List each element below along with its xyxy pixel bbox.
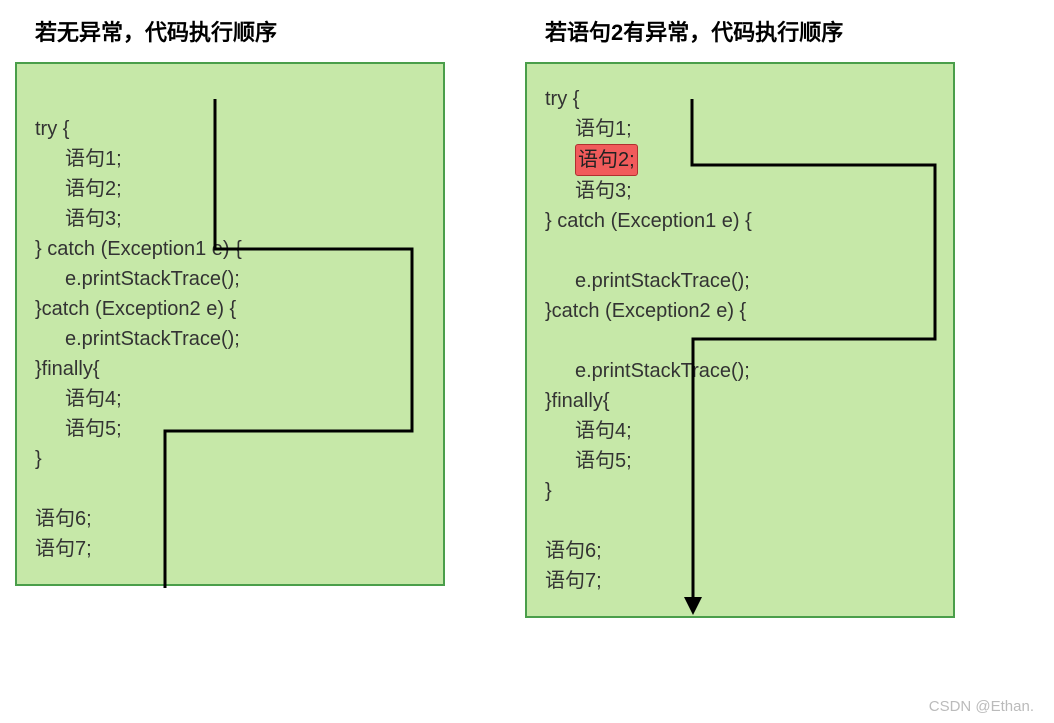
code-line: 语句6; [545,536,935,566]
code-line: 语句2; [35,174,425,204]
right-panel: 若语句2有异常，代码执行顺序 try {语句1;语句2;语句3;} catch … [525,15,955,618]
code-line: 语句5; [545,446,935,476]
code-line: } [35,444,425,474]
code-line: 语句3; [35,204,425,234]
code-line: 语句3; [545,176,935,206]
code-line: } [545,476,935,506]
code-line: e.printStackTrace(); [35,324,425,354]
code-line: } catch (Exception1 e) { [545,206,935,236]
right-code-box: try {语句1;语句2;语句3;} catch (Exception1 e) … [525,62,955,618]
code-line: }finally{ [35,354,425,384]
code-line: }catch (Exception2 e) { [545,296,935,326]
left-title: 若无异常，代码执行顺序 [15,15,445,47]
code-line: 语句1; [35,144,425,174]
code-line [545,326,935,356]
code-line: 语句1; [545,114,935,144]
code-line [35,474,425,504]
code-line: } catch (Exception1 e) { [35,234,425,264]
code-line: 语句4; [35,384,425,414]
code-line: e.printStackTrace(); [35,264,425,294]
watermark: CSDN @Ethan. [929,698,1034,715]
code-line: 语句7; [35,534,425,564]
right-title: 若语句2有异常，代码执行顺序 [525,15,955,47]
left-code-box: try {语句1;语句2;语句3;} catch (Exception1 e) … [15,62,445,586]
code-line: 语句6; [35,504,425,534]
code-line [35,84,425,114]
code-line: e.printStackTrace(); [545,356,935,386]
code-line: }catch (Exception2 e) { [35,294,425,324]
diagram-container: 若无异常，代码执行顺序 try {语句1;语句2;语句3;} catch (Ex… [15,15,1039,618]
code-line: e.printStackTrace(); [545,266,935,296]
code-line [545,506,935,536]
code-line: 语句4; [545,416,935,446]
code-line: }finally{ [545,386,935,416]
code-line: try { [35,114,425,144]
highlighted-statement: 语句2; [575,144,638,176]
code-line: try { [545,84,935,114]
left-panel: 若无异常，代码执行顺序 try {语句1;语句2;语句3;} catch (Ex… [15,15,445,618]
code-line: 语句2; [545,144,935,176]
code-line: 语句5; [35,414,425,444]
code-line [545,236,935,266]
code-line: 语句7; [545,566,935,596]
